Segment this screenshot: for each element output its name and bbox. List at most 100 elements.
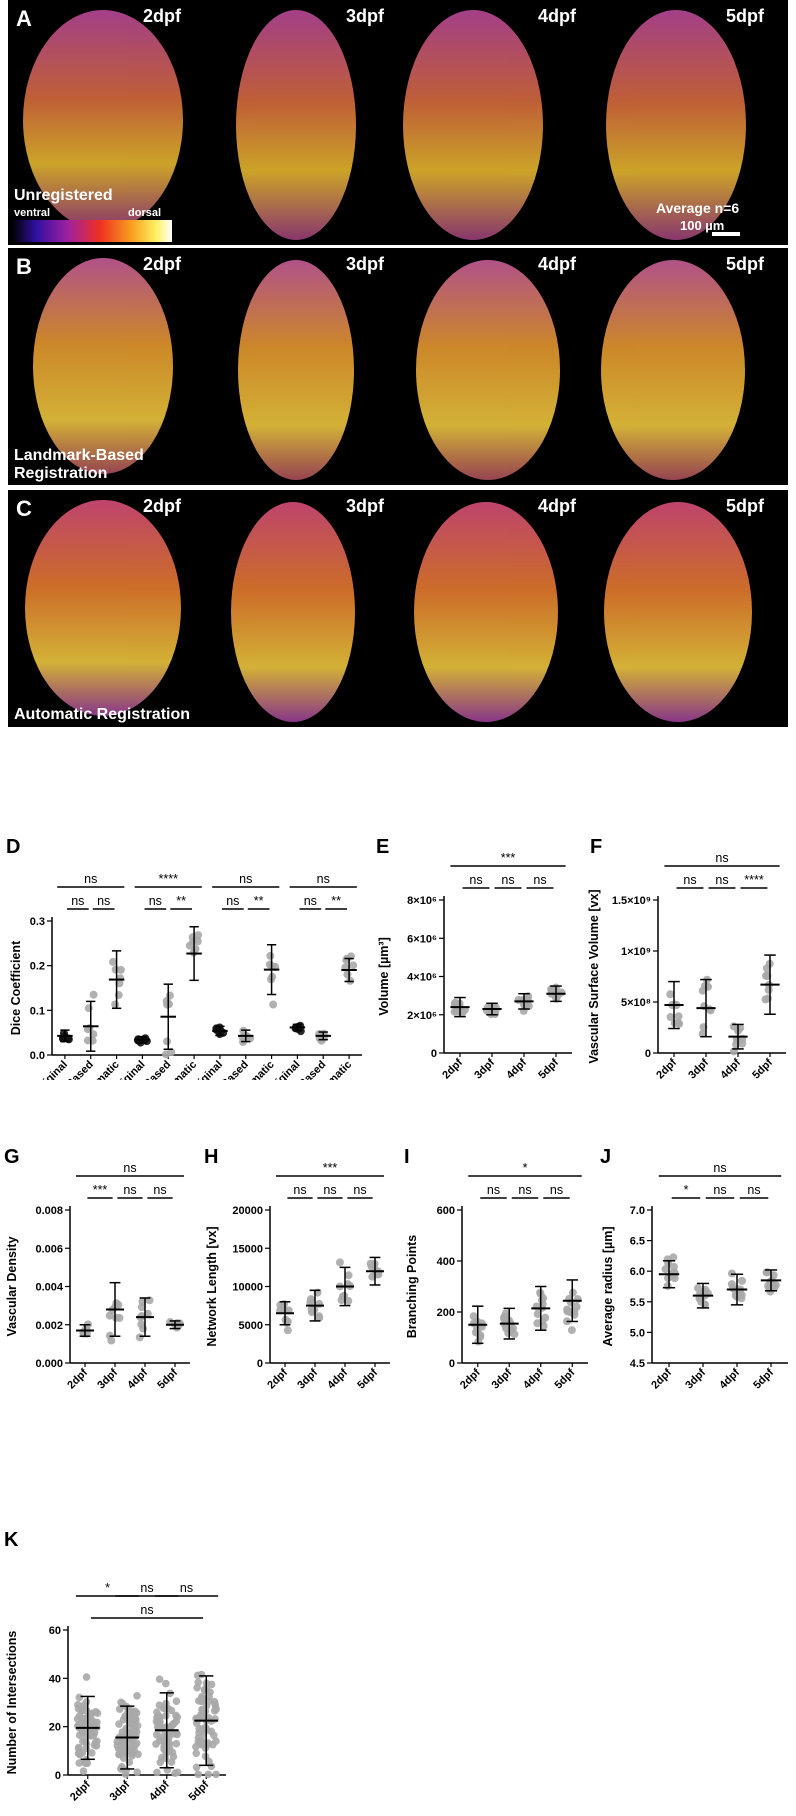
data-point xyxy=(366,1259,375,1268)
row-caption-line-1: Landmark-Based xyxy=(14,447,144,464)
data-point xyxy=(307,1308,316,1317)
significance-label: ns xyxy=(469,873,482,887)
data-point xyxy=(669,1262,678,1271)
y-tick-label: 5.0 xyxy=(630,1327,645,1339)
x-tick-label: 5dpf xyxy=(750,1056,775,1080)
x-tick-label: 3dpf xyxy=(683,1366,708,1390)
data-point xyxy=(541,1313,550,1322)
data-point xyxy=(764,985,773,994)
scalebar-label: 100 µm xyxy=(680,218,725,233)
significance-label: * xyxy=(523,1161,528,1175)
significance-label: ns xyxy=(123,1161,136,1175)
significance-label: ns xyxy=(140,1581,153,1595)
y-tick-label: 600 xyxy=(437,1205,455,1217)
significance-label: ** xyxy=(254,894,264,908)
data-point xyxy=(143,1309,152,1318)
y-tick-label: 1×10⁹ xyxy=(621,946,651,958)
data-point xyxy=(344,1271,353,1280)
x-tick-label: 3dpf xyxy=(95,1366,120,1390)
y-tick-label: 40 xyxy=(49,1673,61,1685)
data-point xyxy=(199,1706,207,1714)
age-label: 4dpf xyxy=(538,254,576,274)
significance-label: ns xyxy=(533,873,546,887)
data-point xyxy=(666,990,675,999)
age-label: 2dpf xyxy=(143,6,181,26)
data-point xyxy=(189,937,198,946)
data-point xyxy=(132,1739,141,1747)
y-tick-label: 0.006 xyxy=(35,1243,63,1255)
significance-label: ns xyxy=(97,894,110,908)
significance-label: *** xyxy=(501,851,516,865)
data-point xyxy=(79,1767,88,1775)
data-point xyxy=(502,1324,511,1333)
x-tick-label: 5dpf xyxy=(355,1366,380,1390)
panel-label: F xyxy=(590,836,602,858)
data-point xyxy=(737,1290,746,1299)
y-tick-label: 0 xyxy=(55,1770,61,1782)
row-caption: Automatic Registration xyxy=(14,706,191,723)
significance-label: ns xyxy=(123,1183,136,1197)
x-tick-label: 2dpf xyxy=(65,1366,90,1390)
data-point xyxy=(77,1714,86,1723)
x-tick-label: 2dpf xyxy=(458,1366,483,1390)
data-point xyxy=(198,1696,207,1705)
data-point xyxy=(172,1739,181,1748)
x-tick-label: 5dpf xyxy=(536,1056,561,1080)
y-tick-label: 5×10⁸ xyxy=(621,997,651,1009)
data-point xyxy=(523,996,532,1005)
significance-label: ns xyxy=(149,894,162,908)
data-point xyxy=(156,1758,165,1767)
significance-label: ns xyxy=(84,872,97,886)
data-point xyxy=(75,1759,83,1767)
data-point xyxy=(112,1299,121,1308)
y-tick-label: 7.0 xyxy=(630,1205,645,1217)
age-label: 3dpf xyxy=(346,496,384,516)
data-point xyxy=(666,1013,675,1022)
significance-label: ns xyxy=(239,872,252,886)
data-point xyxy=(120,1739,129,1748)
data-point xyxy=(89,1731,98,1739)
data-point xyxy=(338,1292,347,1301)
data-point xyxy=(170,1719,178,1728)
data-point xyxy=(77,1706,86,1715)
x-tick-label: 4dpf xyxy=(504,1056,529,1080)
significance-label: ** xyxy=(176,894,186,908)
data-point xyxy=(315,1313,324,1322)
data-point xyxy=(111,965,120,974)
data-point xyxy=(192,1749,201,1758)
data-point xyxy=(663,1281,672,1290)
data-point xyxy=(212,1737,220,1745)
significance-label: ns xyxy=(180,1581,193,1595)
data-point xyxy=(155,1701,164,1709)
data-point xyxy=(349,961,358,970)
x-tick-label: 4dpf xyxy=(325,1366,350,1390)
data-point xyxy=(563,1305,572,1314)
significance-label: ns xyxy=(713,1161,726,1175)
y-tick-label: 8×10⁶ xyxy=(407,895,437,907)
y-axis-label: Dice Coefficient xyxy=(9,940,23,1035)
data-point xyxy=(111,1000,120,1009)
y-tick-label: 20 xyxy=(49,1722,61,1734)
data-point xyxy=(500,1314,509,1323)
y-axis-label: Number of Intersections xyxy=(5,1631,19,1775)
data-point xyxy=(761,995,770,1004)
data-point xyxy=(343,970,352,979)
significance-label: ns xyxy=(715,873,728,887)
chart-j: J 4.5 5.0 5.5 6.0 6.5 7.0 Average radius [µm] 2d… xyxy=(600,1146,788,1390)
x-tick-label: 3dpf xyxy=(686,1056,711,1080)
x-tick-label: 4dpf xyxy=(125,1366,150,1390)
data-point xyxy=(173,1768,182,1777)
significance-label: ns xyxy=(323,1183,336,1197)
data-point xyxy=(533,1309,542,1318)
y-tick-label: 400 xyxy=(437,1256,455,1268)
significance-label: *** xyxy=(93,1183,108,1197)
x-tick-label: 5dpf xyxy=(552,1366,577,1390)
y-tick-label: 20000 xyxy=(232,1205,263,1217)
data-point xyxy=(169,1752,178,1761)
data-point xyxy=(167,1706,176,1715)
x-tick-label: 5dpf xyxy=(155,1366,180,1390)
image-row-b: B 2dpf 3dpf 4dpf 5dpf Landmark-Based Reg… xyxy=(8,248,788,485)
significance-label: ns xyxy=(317,872,330,886)
data-point xyxy=(87,1749,96,1757)
